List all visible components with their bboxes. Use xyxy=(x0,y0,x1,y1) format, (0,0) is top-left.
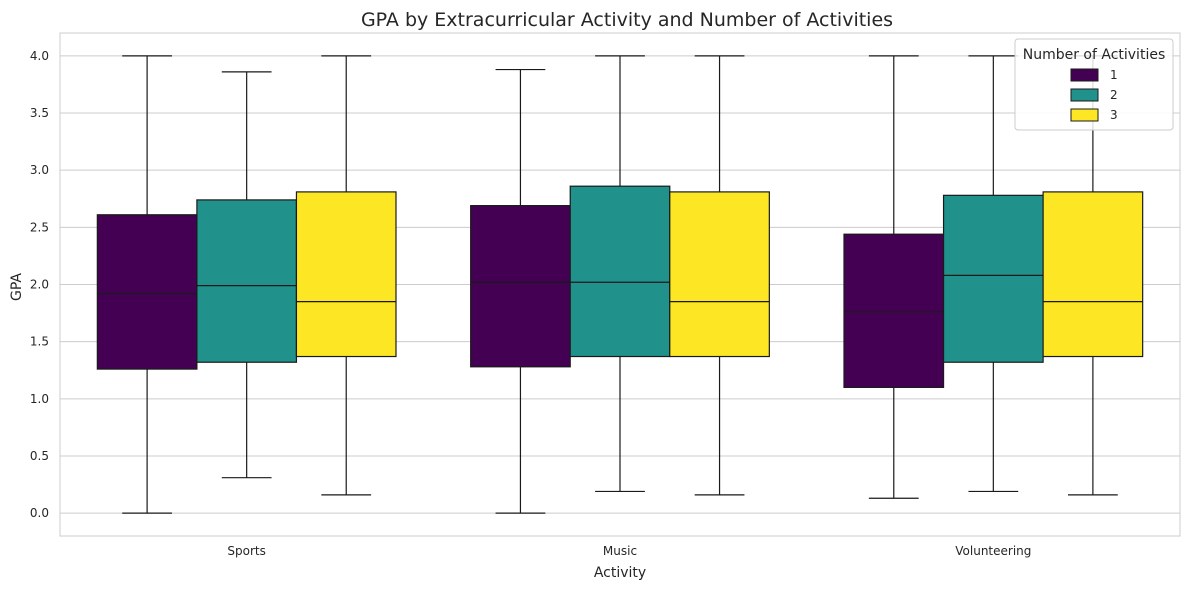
box-group xyxy=(569,55,671,493)
legend-swatch xyxy=(1070,108,1099,122)
y-axis-ticks: 0.0 0.5 1.0 1.5 2.0 2.5 3.0 3.5 4.0 xyxy=(30,49,49,520)
box-group xyxy=(669,55,770,496)
y-tick-label: 4.0 xyxy=(30,49,49,63)
y-tick-label: 0.0 xyxy=(30,506,49,520)
x-tick-label: Sports xyxy=(227,544,265,558)
box-iqr xyxy=(295,191,397,358)
x-axis-title: Activity xyxy=(594,565,646,581)
legend-swatch xyxy=(1070,88,1099,102)
box-group xyxy=(1042,55,1144,496)
legend-swatch xyxy=(1070,68,1099,82)
y-tick-label: 0.5 xyxy=(30,449,49,463)
box-group xyxy=(196,71,298,479)
box-iqr xyxy=(843,233,945,388)
legend-label: 2 xyxy=(1110,88,1118,102)
legend-title: Number of Activities xyxy=(1023,47,1166,63)
box-group xyxy=(942,55,1044,493)
box-group xyxy=(843,55,945,499)
box-iqr xyxy=(470,205,571,368)
y-tick-label: 1.0 xyxy=(30,392,49,406)
chart-title: GPA by Extracurricular Activity and Numb… xyxy=(361,9,893,31)
box-iqr xyxy=(669,191,770,358)
legend: Number of Activities 1 2 3 xyxy=(1014,38,1174,131)
plot-frame xyxy=(59,32,1181,537)
legend-label: 1 xyxy=(1110,68,1118,82)
y-axis-title: GPA xyxy=(9,273,25,301)
y-tick-label: 1.5 xyxy=(30,335,49,349)
box-iqr xyxy=(942,194,1044,363)
y-tick-label: 2.0 xyxy=(30,278,49,292)
y-tick-label: 3.0 xyxy=(30,163,49,177)
x-tick-label: Music xyxy=(603,544,637,558)
x-axis-ticks: Sports Music Volunteering xyxy=(227,544,1031,558)
legend-items: 1 2 3 xyxy=(1070,68,1118,122)
x-tick-label: Volunteering xyxy=(955,544,1031,558)
box-iqr xyxy=(196,199,298,363)
legend-label: 3 xyxy=(1110,108,1118,122)
y-tick-label: 2.5 xyxy=(30,220,49,234)
box-group xyxy=(96,55,198,514)
box-groups xyxy=(96,55,1144,514)
y-tick-label: 3.5 xyxy=(30,106,49,120)
legend-frame xyxy=(1014,38,1174,131)
box-iqr xyxy=(1042,191,1144,358)
box-group xyxy=(470,68,571,514)
box-iqr xyxy=(96,214,198,370)
box-iqr xyxy=(569,185,671,358)
box-group xyxy=(295,55,397,496)
